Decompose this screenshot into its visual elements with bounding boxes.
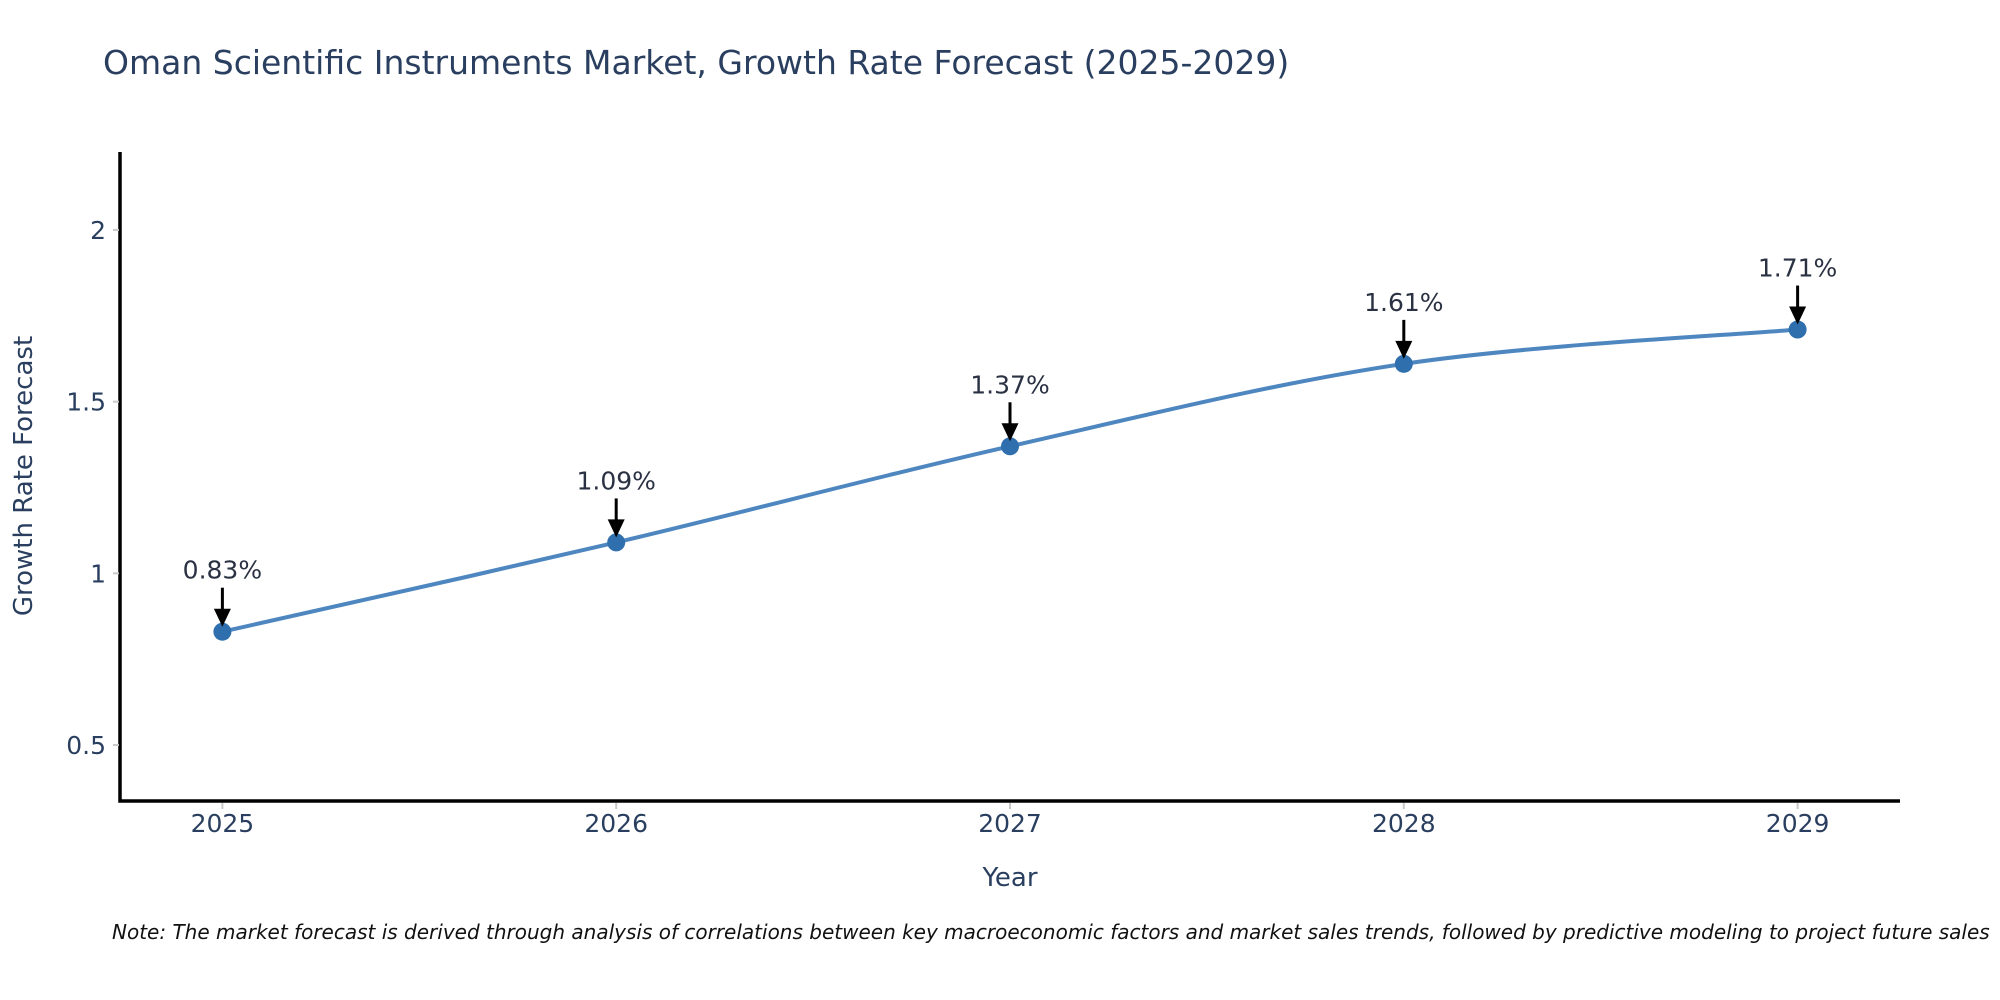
x-tick-label: 2026 bbox=[584, 809, 648, 838]
data-point-marker bbox=[607, 533, 626, 552]
chart-title: Oman Scientific Instruments Market, Grow… bbox=[103, 43, 1290, 82]
y-tick-label: 2 bbox=[90, 216, 106, 245]
data-point-marker bbox=[213, 622, 232, 641]
annotation-arrow-head bbox=[1395, 340, 1413, 359]
x-tick-label: 2027 bbox=[978, 809, 1042, 838]
annotation-arrow-head bbox=[607, 519, 625, 538]
data-point-marker bbox=[1001, 437, 1019, 456]
y-axis-title: Growth Rate Forecast bbox=[9, 336, 39, 616]
data-point-label: 1.37% bbox=[970, 370, 1049, 399]
y-tick-label: 0.5 bbox=[66, 731, 106, 760]
data-point-label: 1.09% bbox=[576, 466, 655, 495]
data-point-marker bbox=[1394, 354, 1413, 373]
y-tick-label: 1 bbox=[90, 559, 106, 588]
annotation-arrow-head bbox=[213, 608, 231, 627]
y-tick-label: 1.5 bbox=[66, 388, 106, 417]
footnote: Note: The market forecast is derived thr… bbox=[112, 920, 1990, 944]
data-point-label: 1.71% bbox=[1758, 254, 1837, 283]
annotation-arrow-head bbox=[1001, 423, 1019, 442]
x-tick-label: 2025 bbox=[191, 809, 255, 838]
data-point-label: 0.83% bbox=[183, 556, 262, 585]
x-axis-title: Year bbox=[981, 863, 1037, 893]
x-tick-label: 2028 bbox=[1372, 809, 1436, 838]
annotation-arrow-head bbox=[1789, 306, 1807, 325]
data-point-label: 1.61% bbox=[1364, 288, 1443, 317]
data-point-marker bbox=[1788, 320, 1807, 339]
axis-spines bbox=[118, 152, 1900, 803]
x-tick-label: 2029 bbox=[1766, 809, 1830, 838]
